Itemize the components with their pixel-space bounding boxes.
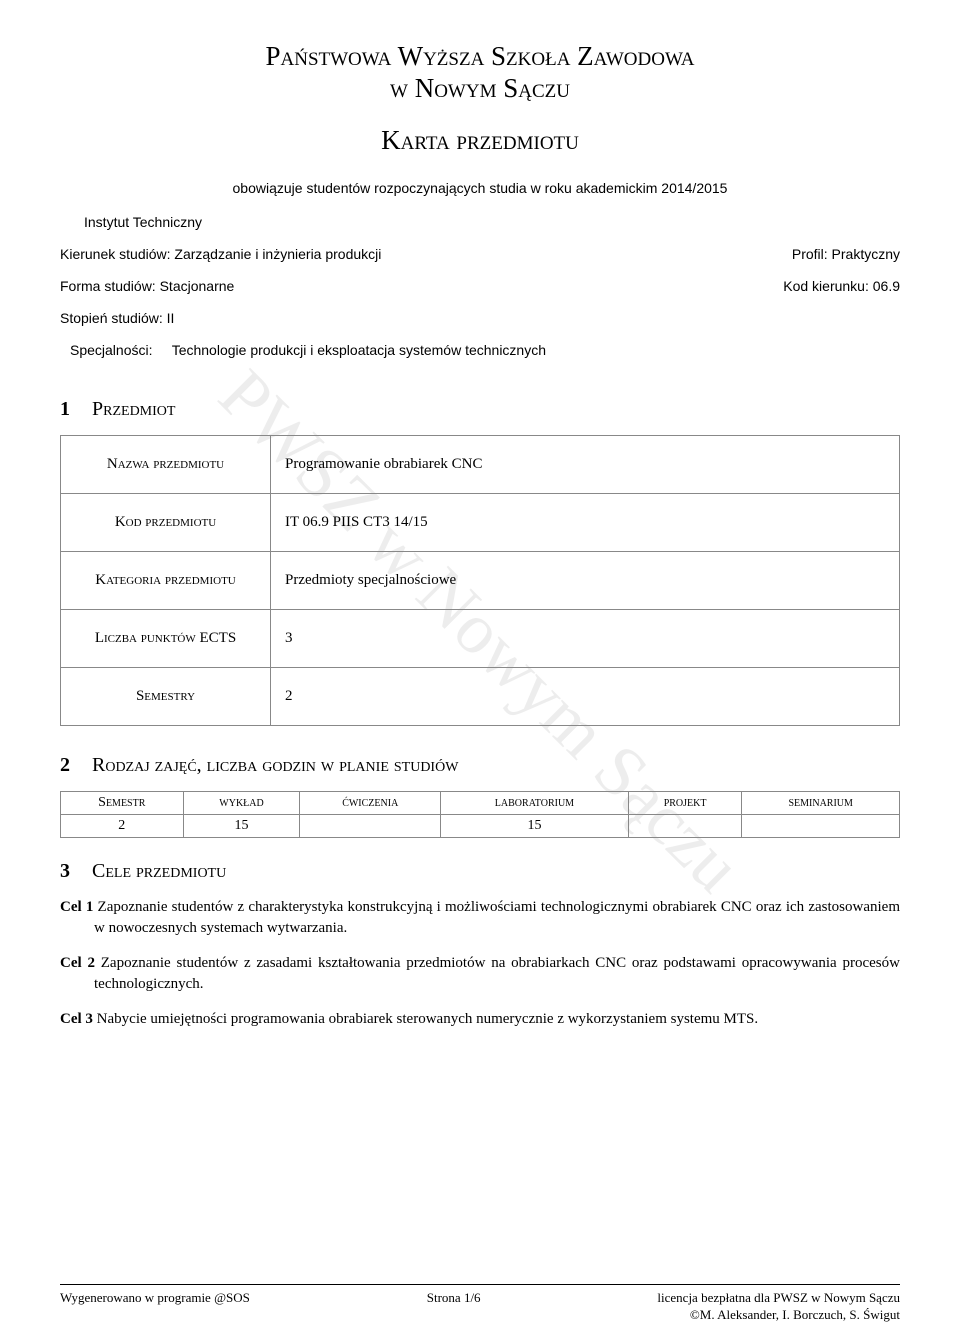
footer-right1: licencja bezpłatna dla PWSZ w Nowym Sącz… [657, 1290, 900, 1305]
schedule-header: seminarium [742, 791, 900, 814]
spec-label: Specjalności: [70, 342, 153, 358]
schedule-cell: 15 [441, 814, 629, 837]
footer-center: Strona 1/6 [427, 1290, 481, 1324]
schedule-cell: 2 [61, 814, 184, 837]
schedule-header: Semestr [61, 791, 184, 814]
section-2: 2 Rodzaj zajęć, liczba godzin w planie s… [60, 754, 900, 777]
forma-right: Kod kierunku: 06.9 [783, 278, 900, 294]
footer-right: licencja bezpłatna dla PWSZ w Nowym Sącz… [657, 1290, 900, 1324]
cele-item: Cel 1 Zapoznanie studentów z charakterys… [60, 897, 900, 939]
info-label: Nazwa przedmiotu [61, 435, 271, 493]
cele-label: Cel 2 [60, 955, 95, 971]
table-row: Kategoria przedmiotu Przedmioty specjaln… [61, 551, 900, 609]
cele-text: Zapoznanie studentów z charakterystyka k… [93, 899, 900, 936]
schedule-header: ćwiczenia [300, 791, 441, 814]
info-label: Kod przedmiotu [61, 493, 271, 551]
footer-right2: ©M. Aleksander, I. Borczuch, S. Świgut [690, 1307, 900, 1322]
forma-row: Forma studiów: Stacjonarne Kod kierunku:… [60, 278, 900, 294]
stopien: Stopień studiów: II [60, 310, 900, 326]
cele-text: Zapoznanie studentów z zasadami kształto… [94, 955, 900, 992]
schedule-header: laboratorium [441, 791, 629, 814]
spec-value: Technologie produkcji i eksploatacja sys… [172, 342, 546, 358]
schedule-header-row: Semestr wykład ćwiczenia laboratorium pr… [61, 791, 900, 814]
section-3-num: 3 [60, 860, 88, 883]
schedule-header: wykład [183, 791, 300, 814]
info-value: 2 [271, 667, 900, 725]
info-value: IT 06.9 PIIS CT3 14/15 [271, 493, 900, 551]
schedule-cell [300, 814, 441, 837]
footer: Wygenerowano w programie @SOS Strona 1/6… [60, 1284, 900, 1324]
info-label: Liczba punktów ECTS [61, 609, 271, 667]
section-1-num: 1 [60, 398, 88, 421]
cele-label: Cel 3 [60, 1011, 93, 1027]
footer-left: Wygenerowano w programie @SOS [60, 1290, 250, 1324]
info-label: Semestry [61, 667, 271, 725]
kierunek-row: Kierunek studiów: Zarządzanie i inżynier… [60, 246, 900, 262]
cele-item: Cel 2 Zapoznanie studentów z zasadami ks… [60, 953, 900, 995]
table-row: Kod przedmiotu IT 06.9 PIIS CT3 14/15 [61, 493, 900, 551]
schedule-cell [742, 814, 900, 837]
card-title: Karta przedmiotu [60, 125, 900, 156]
section-2-num: 2 [60, 754, 88, 777]
schedule-cell [628, 814, 742, 837]
info-table: Nazwa przedmiotu Programowanie obrabiare… [60, 435, 900, 726]
section-3: 3 Cele przedmiotu [60, 860, 900, 883]
schedule-table: Semestr wykład ćwiczenia laboratorium pr… [60, 791, 900, 838]
header-line1: Państwowa Wyższa Szkoła Zawodowa [265, 41, 694, 71]
cele-text: Nabycie umiejętności programowania obrab… [93, 1011, 758, 1027]
header-line2: w Nowym Sączu [390, 73, 570, 103]
table-row: Liczba punktów ECTS 3 [61, 609, 900, 667]
table-row: Semestry 2 [61, 667, 900, 725]
section-2-title: Rodzaj zajęć, liczba godzin w planie stu… [92, 754, 458, 776]
schedule-data-row: 2 15 15 [61, 814, 900, 837]
info-value: Programowanie obrabiarek CNC [271, 435, 900, 493]
schedule-cell: 15 [183, 814, 300, 837]
spec-row: Specjalności: Technologie produkcji i ek… [70, 342, 900, 358]
kierunek-label: Kierunek studiów: Zarządzanie i inżynier… [60, 246, 381, 262]
schedule-header: projekt [628, 791, 742, 814]
institution-name: Państwowa Wyższa Szkoła Zawodowa w Nowym… [60, 40, 900, 105]
section-3-title: Cele przedmiotu [92, 860, 226, 882]
info-value: 3 [271, 609, 900, 667]
info-value: Przedmioty specjalnościowe [271, 551, 900, 609]
info-label: Kategoria przedmiotu [61, 551, 271, 609]
section-1: 1 Przedmiot [60, 398, 900, 421]
intro-text: obowiązuje studentów rozpoczynających st… [60, 180, 900, 196]
institute: Instytut Techniczny [84, 214, 900, 230]
cele-label: Cel 1 [60, 899, 93, 915]
cele-item: Cel 3 Nabycie umiejętności programowania… [60, 1009, 900, 1030]
forma-label: Forma studiów: Stacjonarne [60, 278, 234, 294]
kierunek-right: Profil: Praktyczny [792, 246, 900, 262]
table-row: Nazwa przedmiotu Programowanie obrabiare… [61, 435, 900, 493]
section-1-title: Przedmiot [92, 398, 175, 420]
